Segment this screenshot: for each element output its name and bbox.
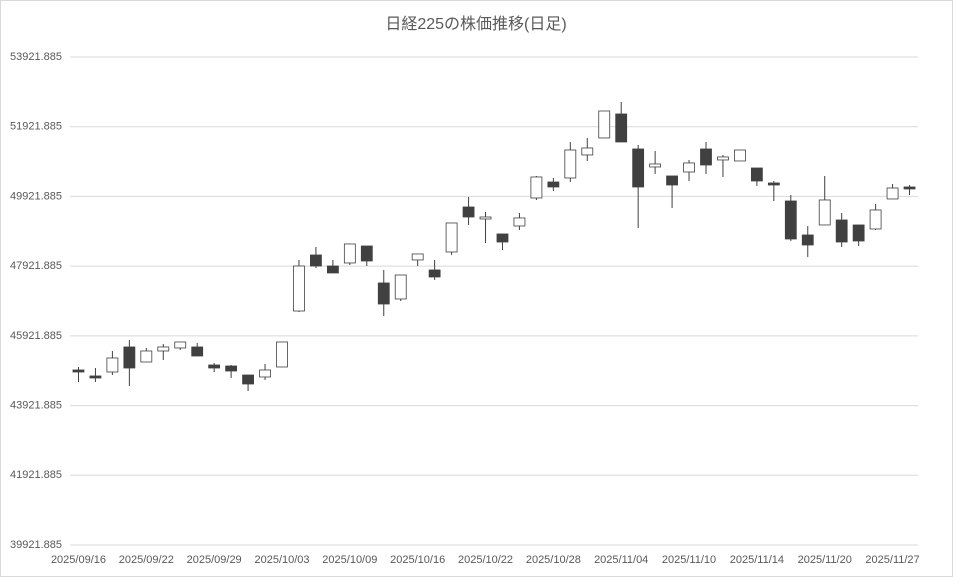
x-tick-label: 2025/10/16 xyxy=(390,554,445,566)
candle-body xyxy=(700,148,712,166)
candle-body xyxy=(869,209,882,230)
candle-body xyxy=(259,369,271,378)
candle-body xyxy=(734,149,746,162)
candle-body xyxy=(276,341,288,368)
candle-body xyxy=(191,346,204,357)
candle-body xyxy=(242,374,254,385)
x-tick-label: 2025/09/22 xyxy=(119,554,174,566)
x-tick-label: 2025/11/20 xyxy=(798,554,852,566)
candle-body xyxy=(801,234,814,246)
candle-body xyxy=(343,243,356,264)
candle-body xyxy=(123,346,136,369)
candle-body xyxy=(513,217,526,227)
candle-body xyxy=(174,341,187,349)
candle-body xyxy=(411,253,424,261)
candle-body xyxy=(615,113,628,143)
chart-title: 日経225の株価推移(日足) xyxy=(385,15,566,33)
y-tick-label: 45921.885 xyxy=(10,330,62,342)
x-tick-label: 2025/10/03 xyxy=(254,554,309,566)
candle-body xyxy=(445,222,458,253)
candle-body xyxy=(225,365,238,372)
candle-body xyxy=(326,265,339,274)
candle-body xyxy=(377,282,390,305)
x-tick-label: 2025/11/04 xyxy=(594,554,648,566)
candle-body xyxy=(835,219,848,243)
x-tick-label: 2025/11/14 xyxy=(730,554,784,566)
candle-body xyxy=(852,224,865,242)
candle-body xyxy=(462,206,475,218)
candle-body xyxy=(360,245,373,262)
y-tick-label: 43921.885 xyxy=(10,399,62,411)
y-tick-label: 53921.885 xyxy=(10,51,62,63)
candle-body xyxy=(310,254,322,267)
candle-body xyxy=(564,149,577,179)
candle-body xyxy=(428,269,441,278)
candle-body xyxy=(72,369,85,373)
candle-body xyxy=(547,181,560,188)
candle-body xyxy=(157,346,170,352)
candle-body xyxy=(140,350,153,363)
candle-body xyxy=(479,216,492,220)
candle-body xyxy=(886,187,899,200)
x-tick-label: 2025/09/16 xyxy=(51,554,106,566)
x-tick-label: 2025/09/29 xyxy=(187,554,242,566)
candle-body xyxy=(683,162,695,173)
x-tick-label: 2025/10/22 xyxy=(458,554,513,566)
candle-body xyxy=(598,110,611,139)
candle-body xyxy=(649,163,662,168)
y-tick-label: 49921.885 xyxy=(10,190,62,202)
y-tick-label: 39921.885 xyxy=(10,539,62,551)
x-tick-label: 2025/11/10 xyxy=(662,554,716,566)
candle-body xyxy=(293,265,305,312)
candle-body xyxy=(208,364,221,369)
y-tick-label: 51921.885 xyxy=(10,121,62,133)
candle-body xyxy=(581,147,594,156)
candle-body xyxy=(496,233,509,243)
candle-body xyxy=(717,156,729,161)
candle-body xyxy=(530,176,543,199)
y-tick-label: 47921.885 xyxy=(10,260,62,272)
candle-body xyxy=(767,182,780,186)
x-tick-label: 2025/10/28 xyxy=(526,554,581,566)
x-tick-label: 2025/11/27 xyxy=(865,554,919,566)
candle-body xyxy=(666,175,678,186)
candle-body xyxy=(106,357,119,373)
x-tick-label: 2025/10/09 xyxy=(322,554,377,566)
candle-body xyxy=(750,167,763,182)
candle-body xyxy=(394,274,407,300)
candle-body xyxy=(89,375,102,379)
candle-body xyxy=(818,199,831,226)
candle-body xyxy=(903,186,916,190)
y-tick-label: 41921.885 xyxy=(10,469,62,481)
candle-body xyxy=(784,200,797,240)
candle-body xyxy=(632,148,645,188)
